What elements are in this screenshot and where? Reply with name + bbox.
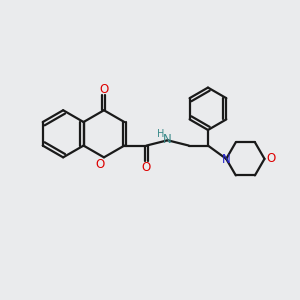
Text: O: O xyxy=(99,82,109,95)
Text: O: O xyxy=(267,152,276,165)
Text: H: H xyxy=(158,129,165,140)
Text: N: N xyxy=(163,133,172,146)
Text: N: N xyxy=(222,153,231,166)
Text: O: O xyxy=(96,158,105,171)
Text: O: O xyxy=(142,161,151,174)
